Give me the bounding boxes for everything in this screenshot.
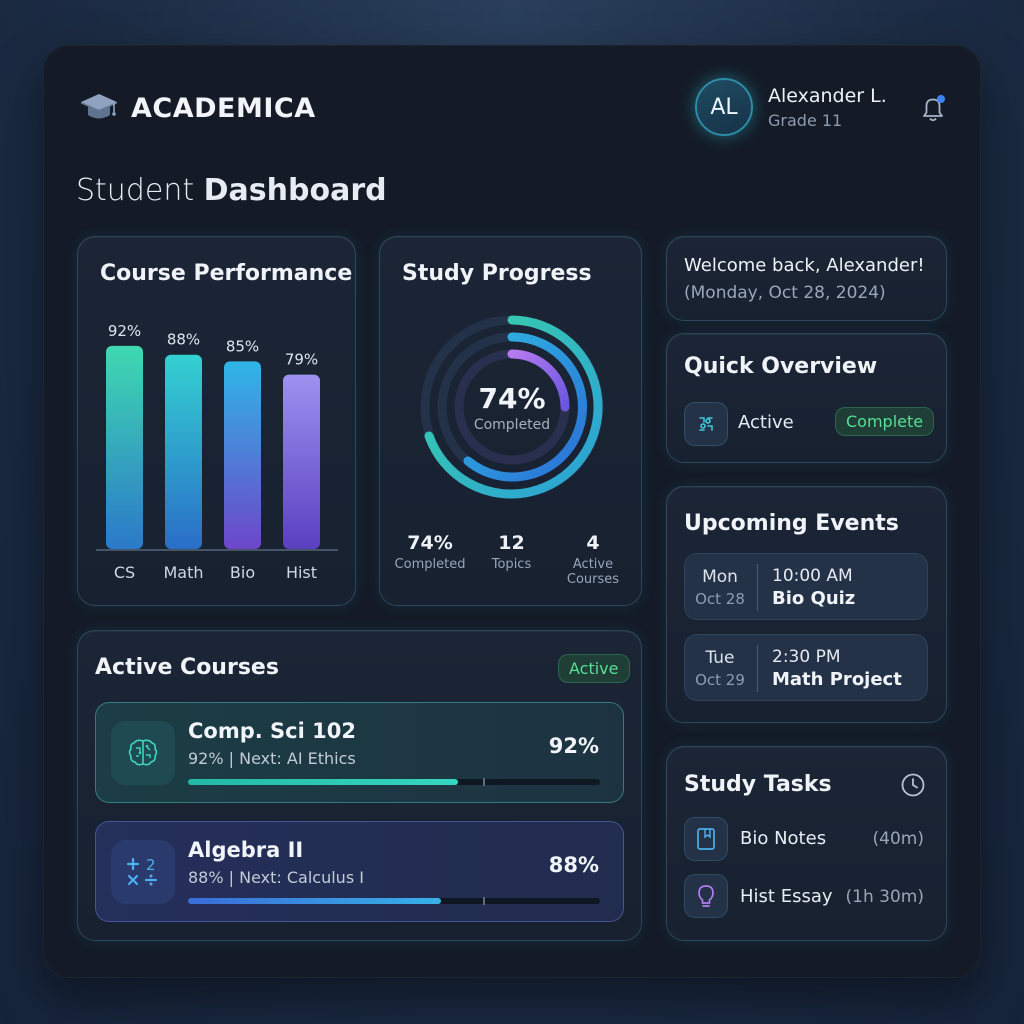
course-meta: 88% | Next: Calculus I — [188, 868, 364, 887]
task-name[interactable]: Bio Notes — [740, 828, 827, 849]
course-progress-fill — [188, 779, 458, 785]
complete-badge: Complete — [835, 407, 935, 436]
event-divider — [757, 645, 758, 692]
course-progress-bar — [188, 897, 600, 905]
study-tasks-title: Study Tasks — [684, 772, 832, 797]
course-progress-bar — [188, 778, 600, 786]
task-duration: (40m) — [872, 829, 924, 849]
category-label: Math — [163, 563, 203, 582]
welcome-card: Welcome back, Alexander! (Monday, Oct 28… — [666, 236, 947, 321]
book-icon — [684, 817, 728, 861]
event-name: Bio Quiz — [772, 588, 856, 609]
active-badge: Active — [558, 654, 630, 683]
category-label: Bio — [230, 563, 255, 582]
graduation-cap-icon — [81, 94, 117, 119]
brain-icon — [111, 721, 175, 785]
user-grade: Grade 11 — [768, 110, 843, 130]
event-day: Tue — [705, 648, 735, 668]
upcoming-events-card: Upcoming Events Mon Oct 28 10:00 AM Bio … — [666, 486, 947, 723]
ring-middle-arc — [463, 332, 588, 482]
event-time: 10:00 AM — [772, 566, 853, 586]
welcome-message: Welcome back, Alexander! — [684, 255, 925, 276]
event-item[interactable]: Mon Oct 28 10:00 AM Bio Quiz — [684, 553, 928, 620]
page-title-light: Student — [76, 173, 195, 208]
ring-center: 74% Completed — [416, 382, 608, 433]
bar-math[interactable] — [165, 354, 202, 549]
brand[interactable]: ACADEMICA — [79, 91, 316, 125]
task-duration: (1h 30m) — [845, 887, 924, 907]
stat-topics: 12 Topics — [472, 532, 552, 587]
svg-text:2: 2 — [146, 856, 156, 874]
progress-ring — [420, 315, 604, 499]
bar-bio[interactable] — [224, 361, 261, 549]
category-label: Hist — [286, 563, 317, 582]
stat-label: Active Courses — [566, 557, 620, 587]
course-performance-card: Course Performance 92% CS 88% Math 85% Bio 79%… — [77, 236, 356, 606]
event-date: Oct 28 — [695, 590, 745, 608]
quick-overview-card: Quick Overview Active Complete — [666, 333, 947, 463]
bar-hist[interactable] — [283, 374, 320, 549]
category-label: CS — [114, 563, 135, 582]
activity-icon — [684, 402, 728, 446]
progress-stats: 74% Completed 12 Topics 4 Active Courses — [390, 532, 633, 587]
progress-marker — [483, 897, 485, 905]
page-title: Student Dashboard — [76, 173, 387, 208]
math-symbols-icon: 2 — [111, 840, 175, 904]
event-time: 2:30 PM — [772, 647, 841, 667]
event-name: Math Project — [772, 669, 902, 690]
active-courses-card: Active Courses Active Comp. Sci 102 92% … — [77, 630, 642, 941]
study-tasks-card: Study Tasks Bio Notes (40m) Hist Essay (… — [666, 746, 947, 941]
lightbulb-icon — [684, 874, 728, 918]
study-progress-card: Study Progress — [379, 236, 642, 606]
course-name: Algebra II — [188, 838, 304, 862]
course-name: Comp. Sci 102 — [188, 719, 356, 743]
bar-value-label: 92% — [108, 322, 141, 340]
stat-label: Topics — [491, 557, 532, 572]
user-info: Alexander L. Grade 11 — [768, 85, 887, 130]
course-item-algebra[interactable]: 2 Algebra II 88% | Next: Calculus I 88% — [95, 821, 624, 922]
bar-value-label: 88% — [167, 331, 200, 349]
event-day: Mon — [702, 567, 738, 587]
course-progress-fill — [188, 898, 442, 904]
bar-cs[interactable] — [106, 345, 143, 549]
bar-value-label: 79% — [285, 351, 318, 369]
overview-status-label: Active — [738, 412, 794, 433]
ring-label: Completed — [473, 417, 551, 433]
stat-value: 12 — [498, 532, 525, 554]
clock-icon[interactable] — [900, 772, 926, 798]
user-profile[interactable]: AL Alexander L. Grade 11 — [695, 78, 887, 136]
task-name[interactable]: Hist Essay — [740, 886, 833, 907]
quick-overview-title: Quick Overview — [684, 354, 878, 379]
notification-bell-icon[interactable] — [918, 93, 948, 125]
progress-marker — [483, 778, 485, 786]
ring-outer-arc — [424, 315, 603, 499]
page-title-bold: Dashboard — [203, 173, 387, 208]
avatar[interactable]: AL — [695, 78, 753, 136]
course-percent: 88% — [548, 853, 599, 877]
event-divider — [757, 564, 758, 611]
ring-percent: 74% — [478, 382, 546, 415]
course-item-comp-sci[interactable]: Comp. Sci 102 92% | Next: AI Ethics 92% — [95, 702, 624, 803]
course-performance-title: Course Performance — [100, 261, 353, 286]
course-performance-chart: 92% CS 88% Math 85% Bio 79% Hist — [96, 322, 338, 582]
study-progress-title: Study Progress — [402, 261, 592, 286]
event-date: Oct 29 — [695, 671, 745, 689]
stat-active-courses: 4 Active Courses — [553, 532, 633, 587]
stat-label: Completed — [394, 557, 466, 572]
brand-name: ACADEMICA — [131, 92, 316, 124]
welcome-date: (Monday, Oct 28, 2024) — [684, 283, 886, 303]
user-name: Alexander L. — [768, 84, 887, 107]
upcoming-events-title: Upcoming Events — [684, 511, 899, 536]
stat-value: 4 — [586, 532, 600, 554]
bar-value-label: 85% — [226, 337, 259, 355]
stat-completed: 74% Completed — [390, 532, 470, 587]
course-meta: 92% | Next: AI Ethics — [188, 749, 356, 768]
active-courses-title: Active Courses — [95, 655, 279, 680]
ring-inner-arc — [507, 349, 570, 412]
dashboard-window: ACADEMICA AL Alexander L. Grade 11 Stude… — [43, 45, 981, 978]
stat-value: 74% — [407, 532, 453, 554]
course-percent: 92% — [548, 734, 599, 758]
event-item[interactable]: Tue Oct 29 2:30 PM Math Project — [684, 634, 928, 701]
